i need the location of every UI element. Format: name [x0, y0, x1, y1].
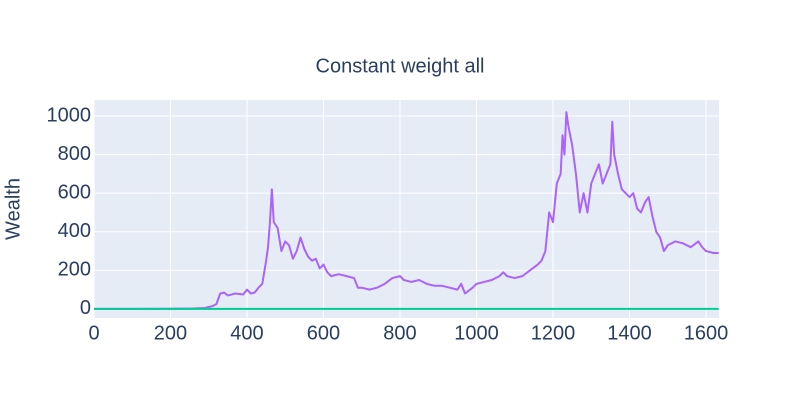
- x-tick-label: 0: [88, 322, 99, 344]
- y-tick-label: 400: [58, 220, 91, 242]
- x-tick-label: 800: [383, 322, 416, 344]
- x-tick-label: 400: [230, 322, 263, 344]
- y-axis-label: Wealth: [2, 178, 24, 240]
- chart-title: Constant weight all: [316, 55, 485, 77]
- y-tick-label: 0: [80, 297, 91, 319]
- y-tick-label: 1000: [47, 104, 92, 126]
- line-series: [94, 111, 719, 310]
- x-tick-label: 1600: [684, 322, 729, 344]
- x-tick-label: 1400: [607, 322, 652, 344]
- y-tick-label: 200: [58, 259, 91, 281]
- y-tick-label: 800: [58, 143, 91, 165]
- plot-area: [94, 100, 719, 318]
- x-tick-label: 1000: [454, 322, 499, 344]
- y-tick-label: 600: [58, 181, 91, 203]
- x-tick-label: 600: [307, 322, 340, 344]
- x-tick-label: 200: [154, 322, 187, 344]
- x-tick-label: 1200: [531, 322, 576, 344]
